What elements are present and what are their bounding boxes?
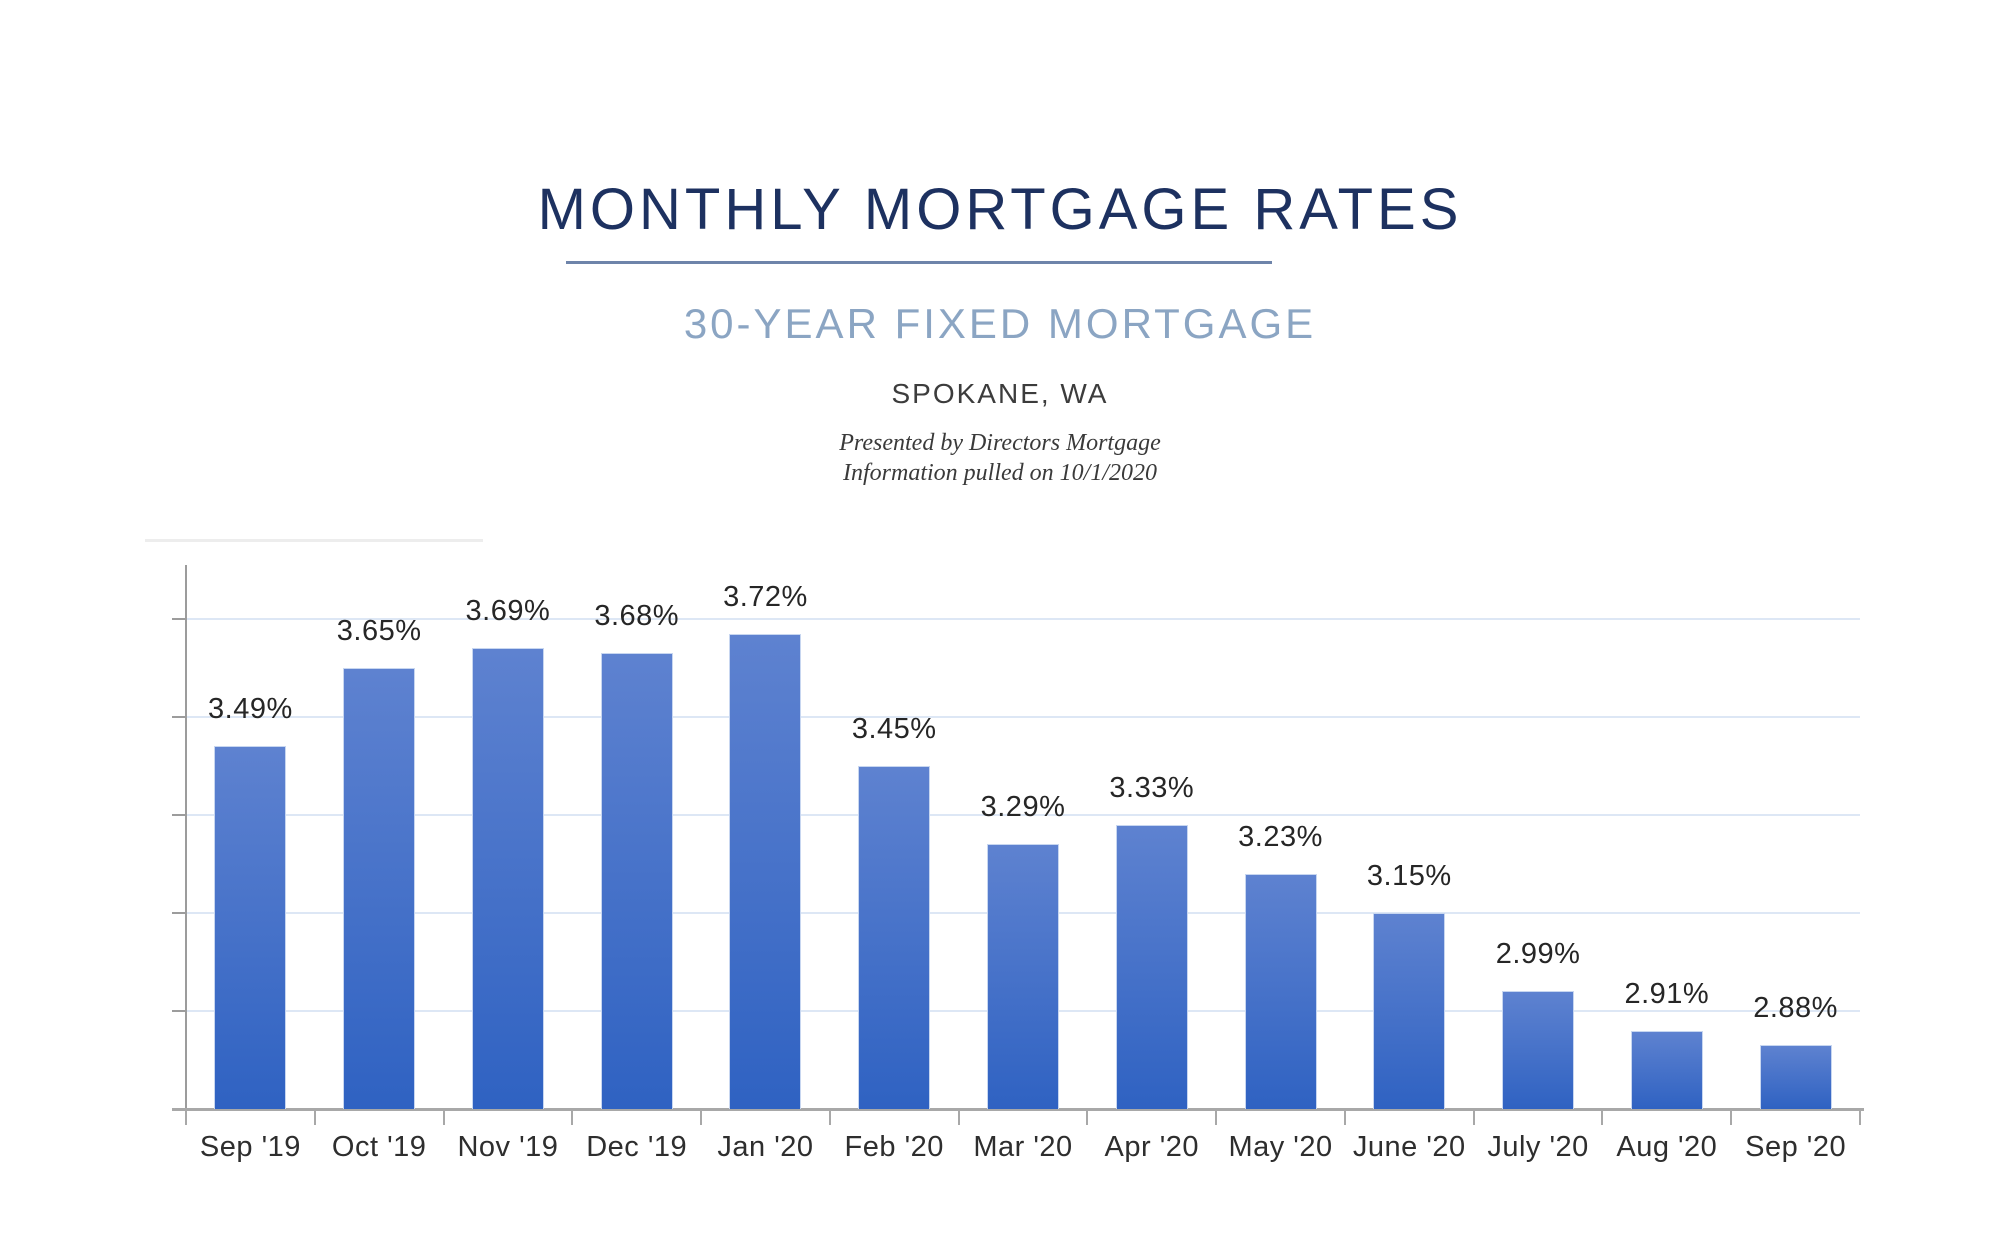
x-axis-tick (185, 1111, 187, 1125)
bar (987, 844, 1059, 1109)
bar-value-label: 3.15% (1366, 860, 1452, 892)
bar-value-label: 3.23% (1238, 821, 1323, 853)
bar-value-label: 3.69% (465, 595, 551, 627)
x-axis-label: June '20 (1352, 1131, 1466, 1163)
bar (343, 668, 416, 1109)
bar-value-label: 3.33% (1109, 772, 1195, 804)
credit-line-1: Presented by Directors Mortgage (839, 430, 1161, 456)
bar (1630, 1031, 1703, 1109)
y-axis-tick (172, 912, 185, 914)
x-axis-label: Aug '20 (1616, 1131, 1718, 1163)
page-title: MONTHLY MORTGAGE RATES (537, 177, 1463, 242)
bar (214, 746, 287, 1109)
x-axis-tick (1859, 1111, 1861, 1125)
x-axis-tick (1343, 1111, 1346, 1125)
x-axis-label: Sep '20 (1745, 1131, 1847, 1163)
bar (1502, 991, 1575, 1109)
x-axis-label: July '20 (1487, 1131, 1589, 1163)
gridline (186, 716, 1860, 718)
bar (1759, 1045, 1832, 1109)
bar (1373, 913, 1446, 1109)
x-axis-tick (700, 1111, 703, 1125)
x-axis-tick (442, 1111, 445, 1125)
x-axis-label: Oct '19 (331, 1131, 427, 1163)
x-axis-label: May '20 (1228, 1131, 1333, 1163)
bar-value-label: 3.29% (980, 791, 1066, 823)
x-axis-label: Dec '19 (586, 1131, 688, 1163)
credit-line-2: Information pulled on 10/1/2020 (843, 460, 1157, 486)
x-axis-label: Apr '20 (1104, 1131, 1199, 1163)
y-axis-tick (172, 618, 185, 620)
location-label: SPOKANE, WA (891, 378, 1109, 409)
bar-value-label: 2.88% (1753, 992, 1838, 1024)
x-axis-tick (1472, 1111, 1475, 1125)
bar-value-label: 2.91% (1624, 978, 1710, 1010)
bar (471, 648, 544, 1109)
bar (729, 634, 802, 1109)
y-axis (185, 565, 187, 1111)
x-axis-tick (313, 1111, 316, 1125)
x-axis-tick (1086, 1111, 1089, 1125)
bar-value-label: 3.72% (723, 581, 808, 613)
x-axis-label: Mar '20 (973, 1131, 1073, 1163)
bar-value-label: 3.49% (208, 693, 293, 725)
x-axis-label: Nov '19 (457, 1131, 559, 1163)
x-axis-tick (1730, 1111, 1733, 1125)
partial-top-line (145, 539, 483, 542)
y-axis-tick (172, 814, 185, 816)
y-axis-tick (172, 1010, 185, 1012)
x-axis-tick (571, 1111, 574, 1125)
title-divider (566, 261, 1272, 264)
x-axis (172, 1108, 1864, 1111)
gridline (186, 814, 1860, 816)
x-axis-label: Sep '19 (199, 1131, 301, 1163)
y-axis-tick (172, 716, 185, 718)
x-axis-tick (957, 1111, 960, 1125)
bar-chart: 3.49% Sep '19 3.65% Oct '19 3.69% Nov '19 3.68… (172, 565, 1864, 1163)
bar (858, 766, 931, 1109)
x-axis-tick (1215, 1111, 1218, 1125)
bar-value-label: 3.65% (336, 615, 422, 647)
page-subtitle: 30-YEAR FIXED MORTGAGE (683, 300, 1317, 347)
x-axis-tick (1601, 1111, 1604, 1125)
bar-value-label: 2.99% (1495, 938, 1581, 970)
bar (1244, 874, 1317, 1109)
x-axis-tick (828, 1111, 831, 1125)
bar (600, 653, 673, 1109)
gridline (186, 618, 1860, 620)
bar-value-label: 3.45% (851, 713, 937, 745)
bar (1115, 825, 1188, 1109)
x-axis-label: Feb '20 (844, 1131, 944, 1163)
x-axis-label: Jan '20 (717, 1131, 814, 1163)
bar-value-label: 3.68% (594, 600, 680, 632)
